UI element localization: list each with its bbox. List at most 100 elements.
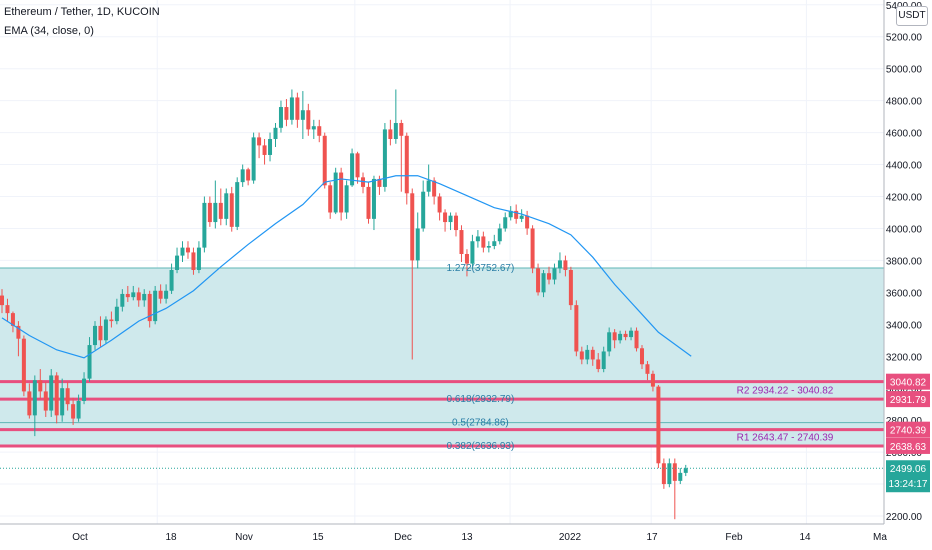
candle-body (645, 364, 650, 374)
candle-body (98, 325, 103, 341)
time-tick-label: 15 (312, 532, 324, 543)
current-price-tag (886, 460, 930, 493)
candle-body (366, 186, 371, 219)
ema-legend[interactable]: EMA (34, close, 0) (4, 25, 94, 37)
candle-body (218, 202, 223, 219)
level-price-tag (886, 421, 930, 438)
candle-body (262, 145, 267, 155)
candle-body (623, 333, 628, 338)
candle-body (27, 391, 32, 416)
candle-body (410, 193, 415, 261)
candle-body (0, 295, 4, 306)
candle-body (557, 260, 562, 269)
ema-line (1, 175, 692, 359)
candle-body (415, 228, 420, 261)
candle-body (547, 273, 551, 280)
symbol-title[interactable]: Ethereum / Tether, 1D, KUCOIN (4, 6, 160, 18)
candle-body (196, 247, 201, 270)
candle-body (361, 177, 366, 187)
candle-body (377, 178, 382, 187)
candle-body (257, 137, 262, 146)
time-tick-label: 13 (461, 532, 473, 543)
candle-body (672, 463, 677, 481)
candle-body (371, 178, 376, 219)
candle-body (109, 319, 114, 322)
candle-body (207, 202, 212, 223)
candle-body (568, 269, 573, 306)
candle-body (437, 196, 442, 213)
pivot-label: R1 2643.47 - 2740.39 (737, 433, 834, 444)
candle-body (454, 215, 459, 231)
candle-body (169, 269, 174, 291)
candle-body (432, 180, 437, 197)
candle-body (404, 135, 409, 194)
level-price-tag (886, 391, 930, 408)
candle-body (421, 191, 426, 229)
candle-body (300, 110, 305, 120)
candle-body (661, 463, 666, 485)
candle-body (612, 332, 617, 341)
candle-body (350, 153, 355, 186)
candle-body (273, 127, 278, 139)
fib-label: 1.272(3752.67) (446, 263, 514, 274)
level-price-label: 2740.39 (890, 426, 927, 437)
candle-body (470, 241, 475, 264)
candle-body (514, 210, 519, 219)
candle-body (142, 293, 147, 301)
currency-button[interactable]: USDT (896, 6, 928, 26)
candle-body (393, 123, 398, 139)
candle-body (399, 123, 404, 136)
candle-body (213, 202, 218, 223)
candle-body (180, 247, 185, 256)
candle-body (54, 375, 59, 416)
countdown-label: 13:24:17 (889, 479, 928, 490)
candle-body (459, 230, 464, 255)
candle-body (32, 380, 37, 416)
candle-body (229, 193, 234, 227)
candle-body (191, 252, 196, 270)
candle-body (541, 273, 546, 293)
price-tick-label: 2200.00 (886, 512, 923, 523)
candle-body (328, 185, 333, 213)
candle-body (131, 292, 136, 298)
candle-body (579, 351, 584, 360)
candle-body (585, 349, 590, 360)
candle-body (87, 345, 92, 379)
level-price-tag (886, 437, 930, 454)
candle-body (388, 129, 393, 139)
candle-body (158, 290, 163, 299)
time-tick-label: Dec (394, 532, 412, 543)
price-tick-label: 3200.00 (886, 352, 923, 363)
candle-body (536, 268, 541, 293)
candle-body (601, 351, 606, 370)
candle-body (21, 338, 26, 392)
candle-body (563, 260, 568, 270)
price-tick-label: 3000.00 (886, 384, 923, 395)
candle-body (306, 110, 311, 130)
price-tick-label: 3400.00 (886, 320, 923, 331)
fib-label: 0.618(2932.79) (446, 394, 514, 405)
candle-body (339, 172, 344, 213)
candle-body (443, 212, 448, 223)
candle-body (519, 215, 524, 219)
candle-body (65, 388, 70, 405)
candle-body (426, 180, 431, 192)
candle-body (5, 305, 10, 314)
time-tick-label: Nov (235, 532, 253, 543)
candle-body (344, 185, 349, 213)
candle-body (147, 293, 152, 322)
candle-body (153, 290, 158, 322)
candle-body (552, 268, 557, 280)
candle-body (678, 472, 683, 481)
candle-body (224, 193, 229, 219)
fib-zone (0, 267, 884, 447)
time-tick-label: 18 (165, 532, 177, 543)
candle-body (629, 330, 634, 338)
candle-body (650, 373, 655, 387)
fib-label: 0.382(2636.93) (446, 441, 514, 452)
candle-body (240, 169, 245, 183)
price-tick-label: 3600.00 (886, 288, 923, 299)
time-tick-label: Feb (725, 532, 743, 543)
